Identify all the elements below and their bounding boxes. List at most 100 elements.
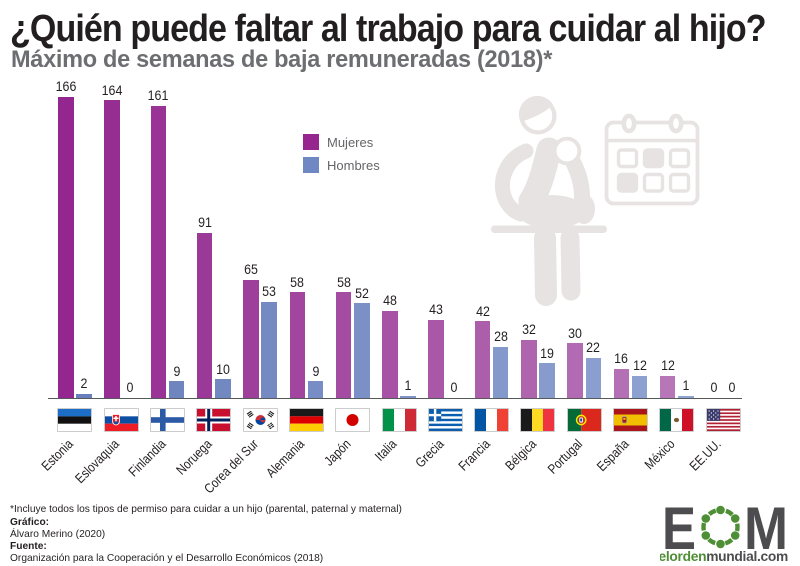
value-label-hombres-italia: 1 bbox=[404, 378, 412, 394]
flag-noruega-icon bbox=[197, 409, 231, 431]
value-label-mujeres-portugal: 30 bbox=[568, 325, 583, 341]
value-label-hombres-belgica: 19 bbox=[540, 345, 554, 361]
value-label-hombres-mexico: 1 bbox=[682, 378, 690, 394]
value-label-hombres-eslovaquia: 0 bbox=[126, 380, 134, 396]
flag-francia-icon bbox=[475, 409, 509, 431]
value-label-mujeres-finlandia: 161 bbox=[148, 88, 169, 104]
flag-belgica-icon bbox=[521, 409, 555, 431]
bar-mujeres-francia bbox=[474, 321, 491, 398]
country-label-italia: Italia bbox=[372, 435, 400, 464]
bar-mujeres-belgica bbox=[521, 339, 537, 398]
legend-swatch-hombres bbox=[303, 157, 319, 173]
footnote: *Incluye todos los tipos de permiso para… bbox=[10, 504, 402, 515]
flag-italia-icon bbox=[382, 409, 416, 431]
value-label-mujeres-corea-del-sur: 65 bbox=[244, 262, 258, 278]
flag-corea-del-sur-icon bbox=[243, 409, 277, 431]
flag-mexico-icon bbox=[660, 409, 694, 431]
bar-hombres-estonia bbox=[76, 393, 92, 398]
flag-finlandia-icon bbox=[151, 409, 184, 431]
bar-mujeres-noruega bbox=[196, 232, 213, 398]
eom-site-text: elordenmundial.com bbox=[660, 549, 788, 564]
bar-mujeres-finlandia bbox=[150, 105, 167, 398]
value-label-mujeres-alemania: 58 bbox=[290, 274, 305, 290]
credit-fuente-value: Organización para la Cooperación y el De… bbox=[10, 552, 324, 564]
credit-grafico-value: Álvaro Merino (2020) bbox=[10, 528, 106, 540]
country-label-portugal: Portugal bbox=[544, 435, 586, 477]
value-label-mujeres-belgica: 32 bbox=[521, 322, 536, 338]
bar-hombres-italia bbox=[400, 395, 416, 398]
bar-mujeres-grecia bbox=[428, 319, 444, 398]
value-label-hombres-japon: 52 bbox=[354, 285, 369, 301]
value-label-mujeres-japon: 58 bbox=[336, 274, 351, 290]
value-label-mujeres-grecia: 43 bbox=[429, 302, 444, 318]
value-label-hombres-finlandia: 9 bbox=[173, 363, 181, 379]
flag-grecia-icon bbox=[428, 409, 462, 431]
value-label-hombres-noruega: 10 bbox=[215, 361, 230, 377]
value-label-hombres-portugal: 22 bbox=[586, 340, 601, 356]
value-label-hombres-estonia: 2 bbox=[80, 376, 88, 392]
bar-mujeres-estonia bbox=[58, 96, 74, 398]
flag-portugal-icon bbox=[567, 409, 601, 431]
value-label-mujeres-noruega: 91 bbox=[197, 215, 212, 231]
country-label-mexico: México bbox=[641, 435, 678, 472]
country-label-belgica: Bélgica bbox=[501, 435, 539, 473]
flag-eslovaquia-icon bbox=[104, 409, 138, 431]
value-label-hombres-ee-uu: 0 bbox=[728, 380, 736, 396]
calendar-icon bbox=[604, 113, 700, 206]
bar-hombres-alemania bbox=[307, 381, 324, 398]
country-label-finlandia: Finlandia bbox=[125, 435, 169, 479]
value-label-mujeres-italia: 48 bbox=[382, 293, 397, 309]
bar-mujeres-japon bbox=[335, 292, 352, 398]
eom-logo: E M elordenmundial.com bbox=[660, 498, 788, 564]
flag-espana-icon bbox=[614, 409, 647, 431]
bar-hombres-portugal bbox=[585, 357, 602, 398]
bar-hombres-corea-del-sur bbox=[261, 301, 277, 398]
value-label-hombres-francia: 28 bbox=[493, 329, 508, 345]
value-label-mujeres-francia: 42 bbox=[475, 303, 490, 319]
bar-mujeres-alemania bbox=[289, 292, 306, 398]
bar-hombres-francia bbox=[492, 346, 509, 398]
value-label-hombres-espana: 12 bbox=[632, 358, 647, 374]
x-axis-line bbox=[48, 397, 742, 399]
value-label-hombres-grecia: 0 bbox=[450, 380, 458, 396]
bar-mujeres-mexico bbox=[659, 375, 676, 398]
value-label-mujeres-mexico: 12 bbox=[660, 358, 675, 374]
legend-swatch-mujeres bbox=[303, 134, 319, 150]
legend-label-mujeres: Mujeres bbox=[327, 135, 374, 150]
flag-alemania-icon bbox=[289, 409, 323, 431]
country-label-francia: Francia bbox=[455, 435, 493, 474]
flag-estonia-icon bbox=[58, 409, 92, 431]
bar-hombres-finlandia bbox=[168, 381, 185, 398]
value-label-mujeres-espana: 16 bbox=[614, 351, 629, 367]
bar-mujeres-eslovaquia bbox=[104, 100, 120, 398]
value-label-mujeres-eslovaquia: 164 bbox=[101, 82, 123, 98]
parent-holding-baby-icon bbox=[491, 95, 607, 306]
country-label-alemania: Alemania bbox=[263, 435, 308, 480]
legend-label-hombres: Hombres bbox=[327, 158, 380, 173]
eom-letter-e: E bbox=[662, 498, 696, 562]
country-label-estonia: Estonia bbox=[38, 435, 76, 474]
credit-fuente-label: Fuente: bbox=[10, 540, 47, 552]
bar-hombres-mexico bbox=[678, 395, 694, 398]
chart-subtitle: Máximo de semanas de baja remuneradas (2… bbox=[11, 46, 553, 73]
value-label-hombres-corea-del-sur: 53 bbox=[262, 284, 277, 299]
value-label-hombres-alemania: 9 bbox=[312, 363, 319, 379]
eom-o-ring bbox=[701, 505, 740, 549]
country-label-japon: Japón bbox=[321, 435, 354, 469]
value-label-mujeres-ee-uu: 0 bbox=[710, 380, 718, 396]
eom-letter-m: M bbox=[744, 498, 788, 562]
flag-japon-icon bbox=[336, 409, 370, 431]
bar-mujeres-corea-del-sur bbox=[243, 279, 259, 398]
country-label-eslovaquia: Eslovaquia bbox=[72, 435, 123, 486]
flag-eeuu-icon bbox=[706, 409, 740, 431]
country-label-ee-uu: EE.UU. bbox=[686, 435, 725, 474]
country-label-grecia: Grecia bbox=[411, 435, 447, 471]
value-label-mujeres-estonia: 166 bbox=[55, 79, 77, 95]
country-label-noruega: Noruega bbox=[173, 435, 215, 478]
country-label-espana: España bbox=[593, 435, 632, 474]
chart-title: ¿Quién puede faltar al trabajo para cuid… bbox=[10, 8, 767, 50]
bar-mujeres-italia bbox=[382, 310, 398, 398]
